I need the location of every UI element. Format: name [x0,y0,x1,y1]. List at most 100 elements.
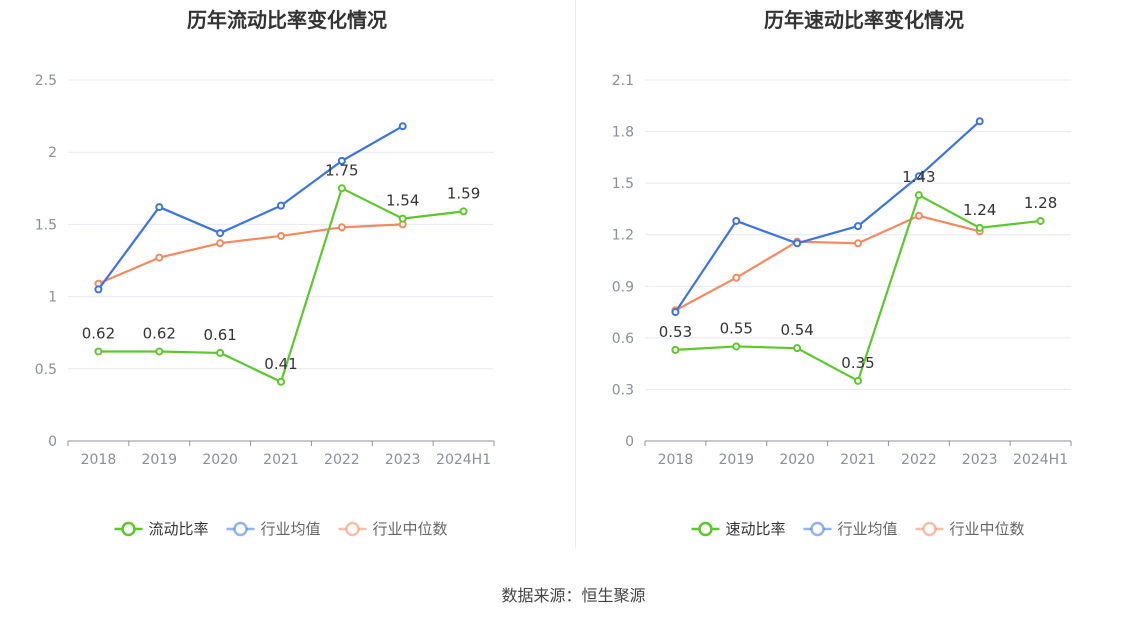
x-tick-label: 2022 [324,452,360,468]
data-label: 0.61 [203,326,236,344]
y-tick-label: 0 [625,434,634,450]
data-point[interactable] [854,222,862,231]
data-point[interactable] [337,156,346,165]
data-point[interactable] [155,253,164,262]
legend-item[interactable]: 行业均值 [226,520,321,538]
y-tick-label: 2.1 [612,73,634,89]
data-point[interactable] [155,203,164,212]
y-tick-label: 0.3 [612,382,634,398]
data-point[interactable] [155,347,164,356]
x-tick-label: 2020 [779,452,815,468]
data-label: 0.62 [82,324,115,342]
y-tick-label: 0.9 [612,279,634,295]
legend-marker [233,521,248,537]
data-point[interactable] [277,231,285,240]
data-point[interactable] [671,345,680,354]
x-tick-label: 2024H1 [436,452,491,468]
x-tick-label: 2023 [962,452,998,468]
x-tick-label: 2022 [901,452,937,468]
data-point[interactable] [398,214,407,223]
y-tick-label: 1.5 [35,217,57,233]
series-line [674,214,980,312]
series-line [97,223,403,285]
data-point[interactable] [398,122,407,131]
data-label: 1.43 [902,168,935,186]
data-point[interactable] [94,347,103,356]
chart-title: 历年流动比率变化情况 [187,8,387,32]
data-label: 0.62 [143,324,176,342]
data-point[interactable] [216,239,225,248]
data-point[interactable] [277,201,285,210]
x-tick-label: 2021 [840,452,876,468]
data-point[interactable] [459,207,468,216]
series-line [97,125,404,291]
legend-marker [810,521,825,537]
y-tick-label: 2.5 [35,73,57,89]
data-point[interactable] [1036,216,1045,225]
panel-divider [575,0,576,548]
legend-item[interactable]: 行业均值 [803,520,898,538]
data-point[interactable] [337,184,346,193]
data-point[interactable] [216,348,225,357]
data-label: 0.53 [659,323,692,341]
data-point[interactable] [854,239,862,248]
legend-label: 行业均值 [261,520,321,538]
y-tick-label: 1.8 [612,125,634,141]
chart-title: 历年速动比率变化情况 [764,8,964,32]
legend-label: 速动比率 [726,520,786,538]
data-label: 0.41 [264,355,297,373]
legend-marker [345,521,360,537]
data-label: 1.28 [1024,194,1057,212]
legend-item[interactable]: 行业中位数 [338,520,448,538]
data-label: 0.54 [780,321,813,339]
data-label: 1.75 [325,161,358,179]
y-tick-label: 0.6 [612,331,634,347]
data-point[interactable] [337,223,346,232]
y-tick-label: 0.5 [35,362,57,378]
data-label: 0.55 [720,319,753,337]
data-point[interactable] [914,172,923,181]
data-point[interactable] [277,377,285,386]
data-source-note: 数据来源：恒生聚源 [501,586,646,605]
chart-panel-current-ratio: 历年流动比率变化情况 0 0.5 1 1.5 2 2.5 2018 2019 2020 2021 2… [0,0,574,560]
x-tick-label: 2021 [263,452,299,468]
data-point[interactable] [94,285,103,294]
x-tick-label: 2019 [718,452,754,468]
data-point[interactable] [854,376,862,385]
data-point[interactable] [671,308,680,317]
x-tick-label: 2018 [81,452,117,468]
x-tick-label: 2020 [202,452,238,468]
series-line [98,187,464,383]
chart-panel-quick-ratio: 历年速动比率变化情况 0 0.3 0.6 0.9 1.2 1.5 1.8 2.1 2018 201… [577,0,1147,560]
y-tick-label: 1.5 [612,176,634,192]
data-point[interactable] [793,239,802,248]
data-point[interactable] [732,216,741,225]
x-tick-label: 2018 [658,452,694,468]
legend-item[interactable]: 速动比率 [691,520,786,538]
data-label: 1.24 [963,201,996,219]
data-point[interactable] [732,342,741,351]
y-tick-label: 1.2 [612,228,634,244]
y-tick-label: 1 [48,290,57,306]
data-point[interactable] [216,229,225,238]
series-line [674,120,981,313]
data-label: 0.35 [841,354,874,372]
y-tick-label: 2 [48,145,57,161]
legend-label: 行业均值 [838,520,898,538]
data-point[interactable] [914,191,923,200]
legend-label: 行业中位数 [373,520,448,538]
legend-marker [698,521,713,537]
data-label: 1.59 [447,184,480,202]
data-point[interactable] [975,117,984,126]
data-point[interactable] [975,223,984,232]
legend-label: 行业中位数 [950,520,1025,538]
legend-item[interactable]: 行业中位数 [915,520,1025,538]
legend-item[interactable]: 流动比率 [114,520,209,538]
data-point[interactable] [914,211,923,220]
data-point[interactable] [732,273,741,282]
y-tick-label: 0 [48,434,57,450]
data-label: 1.54 [386,192,419,210]
line-chart-quick-ratio: 0 0.3 0.6 0.9 1.2 1.5 1.8 2.1 2018 2019 2020 2021 20… [612,73,1072,538]
data-point[interactable] [793,344,802,353]
x-tick-label: 2023 [385,452,421,468]
